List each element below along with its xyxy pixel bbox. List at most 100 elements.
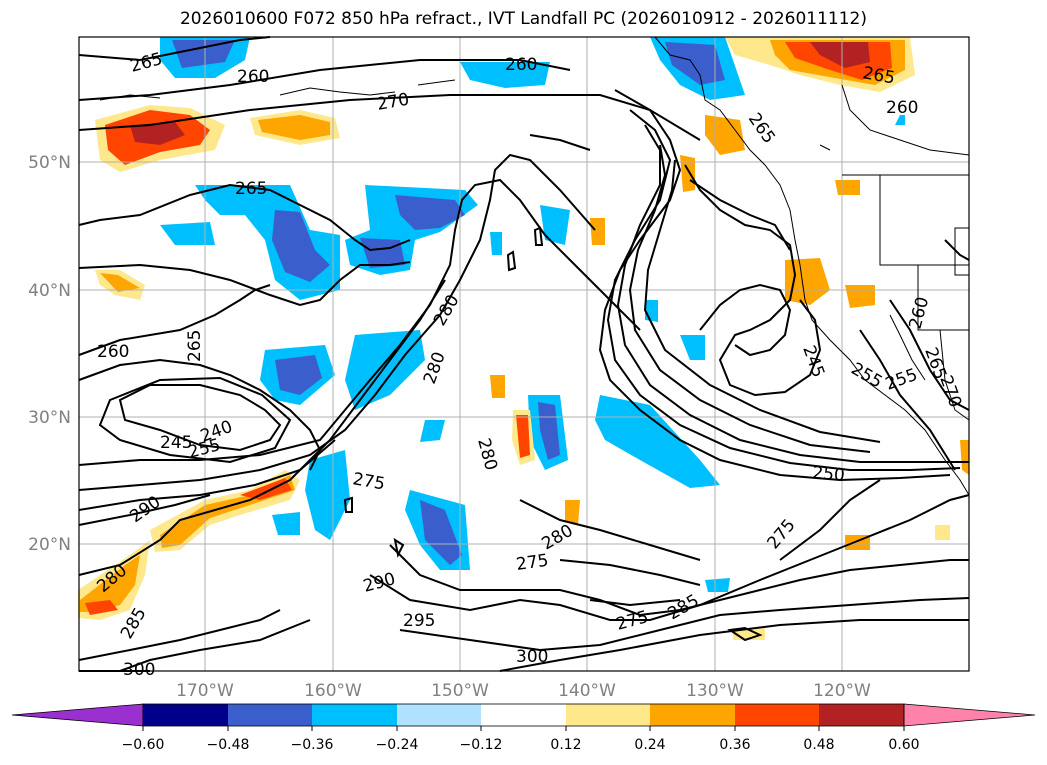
neg-blob (595, 395, 720, 488)
contour-label: 250 (812, 463, 846, 486)
lat-label: 20°N (28, 535, 71, 555)
colorbar-bin (819, 704, 904, 726)
contour-label: 255 (883, 365, 920, 395)
pos-blob (240, 478, 292, 500)
colorbar-bin (735, 704, 819, 726)
pos-blob (960, 440, 969, 475)
contour-label: 295 (403, 611, 435, 631)
pos-blob (130, 122, 185, 145)
colorbar-tick: −0.36 (291, 737, 334, 753)
contour-label: 265 (920, 345, 950, 382)
coastlines (99, 36, 970, 496)
colorbar-bin (143, 704, 228, 726)
neg-blob (345, 330, 425, 410)
contour-label: 245 (798, 343, 828, 380)
contour-label: 265 (744, 109, 779, 147)
pos-blob (935, 525, 950, 540)
colorbar-bin (228, 704, 312, 726)
neg-blob (665, 42, 725, 85)
contour-label: 265 (128, 49, 165, 77)
neg-blob (540, 205, 570, 245)
colorbar-bin (481, 704, 566, 726)
pos-blob (810, 42, 870, 68)
contour-label: 285 (665, 591, 703, 625)
neg-blob (420, 500, 462, 565)
contour-label: 265 (185, 330, 205, 362)
contour-label: 275 (614, 607, 651, 635)
lon-label: 160°W (304, 681, 362, 701)
contour-label: 260 (505, 55, 537, 75)
contour-label: 260 (97, 342, 129, 362)
pos-blob (85, 600, 118, 615)
pos-blob (785, 258, 830, 305)
map-title: 2026010600 F072 850 hPa refract., IVT La… (179, 9, 867, 29)
pos-blob (845, 285, 875, 308)
colorbar-tick: 0.12 (550, 737, 581, 753)
neg-blob (272, 210, 330, 282)
contour-label: 280 (473, 436, 501, 473)
colorbar-outline (142, 703, 905, 727)
lon-label: 140°W (558, 681, 616, 701)
colorbar-bin (650, 704, 735, 726)
pos-blob (835, 180, 860, 195)
contour-label: 290 (126, 492, 164, 527)
contour-label: 245 (160, 433, 192, 453)
gridlines (79, 37, 969, 671)
contour-label: 300 (123, 660, 155, 680)
pos-blob (258, 115, 330, 140)
pos-blob (680, 155, 695, 192)
colorbar-tick: −0.48 (207, 737, 250, 753)
lat-axis-labels: 50°N 40°N 30°N 20°N (28, 153, 71, 555)
contour-label: 280 (539, 521, 577, 555)
colorbar-bin (566, 704, 650, 726)
pos-blob (100, 273, 140, 292)
pos-blob (895, 115, 905, 125)
neg-blob (160, 222, 215, 245)
contour-label: 260 (886, 98, 918, 118)
lon-axis-labels: 170°W 160°W 150°W 140°W 130°W 120°W (176, 681, 871, 701)
lon-label: 150°W (431, 681, 489, 701)
pos-blob (516, 415, 530, 458)
colorbar-min-extend (11, 703, 144, 727)
neg-blob (420, 420, 445, 442)
contour-label: 270 (375, 90, 410, 115)
lat-label: 40°N (28, 281, 71, 301)
contour-label: 260 (906, 295, 934, 332)
colorbar-tick: −0.60 (122, 737, 165, 753)
neg-blob (645, 300, 658, 322)
lon-label: 170°W (176, 681, 234, 701)
contour-label: 260 (237, 67, 269, 87)
colorbar-tick: 0.60 (888, 737, 919, 753)
contour-label: 290 (361, 569, 398, 597)
neg-blob (172, 40, 235, 68)
neg-blob (305, 450, 350, 540)
colorbar-tick: 0.36 (719, 737, 750, 753)
colorbar-tick: −0.24 (376, 737, 419, 753)
colorbar: −0.60 −0.48 −0.36 −0.24 −0.12 0.12 0.24 … (11, 703, 1036, 753)
neg-blob (680, 335, 705, 360)
contour-label: 280 (420, 349, 450, 386)
lon-label: 130°W (686, 681, 744, 701)
colorbar-tick: 0.48 (803, 737, 834, 753)
map-frame (78, 36, 970, 672)
contour-labels: 265 260 260 270 265 260 265 265 280 260 … (93, 49, 965, 680)
contour-label: 275 (764, 515, 800, 553)
neg-blob (490, 232, 502, 255)
colorbar-max-extend (903, 703, 1036, 727)
lon-label: 120°W (813, 681, 871, 701)
colorbar-bin (312, 704, 397, 726)
pc-shading (78, 37, 969, 640)
lat-label: 50°N (28, 153, 71, 173)
colorbar-bin (397, 704, 481, 726)
contour-label: 275 (515, 551, 550, 575)
pos-blob (490, 375, 505, 398)
pos-blob (590, 218, 605, 245)
neg-blob (705, 578, 730, 592)
colorbar-tick: 0.24 (634, 737, 665, 753)
neg-blob (272, 512, 300, 535)
pos-blob (565, 500, 580, 525)
pos-blob (80, 555, 140, 612)
neg-blob (395, 195, 465, 230)
neg-blob (275, 355, 322, 395)
